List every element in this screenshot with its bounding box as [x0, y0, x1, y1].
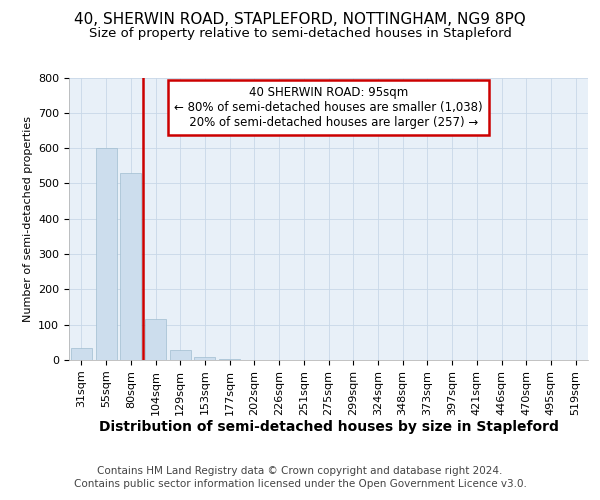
Text: Size of property relative to semi-detached houses in Stapleford: Size of property relative to semi-detach… [89, 28, 511, 40]
Bar [120, 173, 141, 360]
Text: 40 SHERWIN ROAD: 95sqm
← 80% of semi-detached houses are smaller (1,038)
   20% : 40 SHERWIN ROAD: 95sqm ← 80% of semi-det… [174, 86, 483, 129]
Text: Contains public sector information licensed under the Open Government Licence v3: Contains public sector information licen… [74, 479, 526, 489]
X-axis label: Distribution of semi-detached houses by size in Stapleford: Distribution of semi-detached houses by … [98, 420, 559, 434]
Text: 40, SHERWIN ROAD, STAPLEFORD, NOTTINGHAM, NG9 8PQ: 40, SHERWIN ROAD, STAPLEFORD, NOTTINGHAM… [74, 12, 526, 28]
Bar [145, 320, 166, 360]
Bar [170, 350, 191, 360]
Bar [71, 348, 92, 360]
Text: Contains HM Land Registry data © Crown copyright and database right 2024.: Contains HM Land Registry data © Crown c… [97, 466, 503, 476]
Bar [194, 357, 215, 360]
Y-axis label: Number of semi-detached properties: Number of semi-detached properties [23, 116, 32, 322]
Bar [219, 359, 240, 360]
Bar [95, 148, 116, 360]
